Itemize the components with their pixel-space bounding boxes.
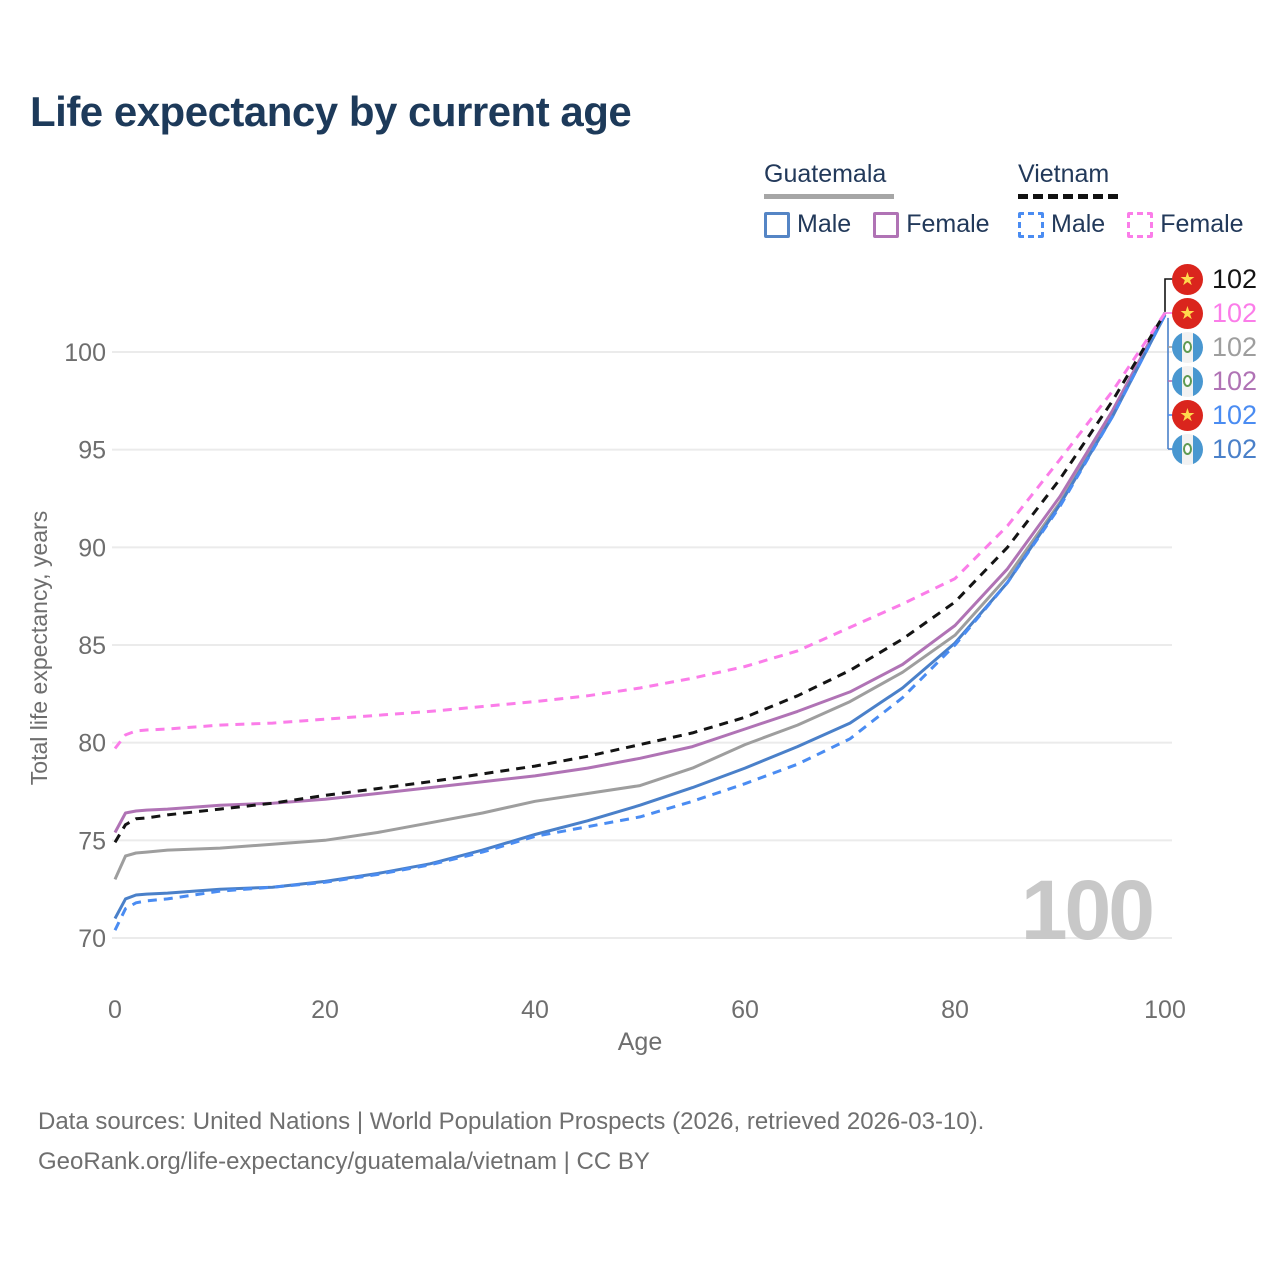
- vietnam-flag-icon: ★: [1172, 399, 1203, 431]
- end-label-row: ★ 102: [1172, 398, 1257, 432]
- guatemala-emblem-icon: [1183, 443, 1192, 455]
- guatemala-flag-icon: ★: [1172, 365, 1203, 397]
- x-axis-title: Age: [618, 1028, 662, 1056]
- data-sources-text: Data sources: United Nations | World Pop…: [38, 1108, 985, 1135]
- end-label-row: ★ 102: [1172, 262, 1257, 296]
- x-tick-label: 40: [521, 996, 549, 1024]
- legend-country-guatemala[interactable]: Guatemala: [764, 160, 887, 188]
- line-vietnam-overall[interactable]: [113, 312, 1167, 844]
- end-label-value: 102: [1212, 263, 1258, 294]
- guatemala-emblem-icon: [1183, 375, 1192, 387]
- y-tick-label: 95: [78, 437, 106, 465]
- y-tick-label: 100: [64, 339, 106, 367]
- vietnam-female-swatch[interactable]: [1127, 211, 1154, 238]
- x-tick-label: 60: [731, 996, 759, 1024]
- guatemala-male-label[interactable]: Male: [797, 210, 852, 238]
- guatemala-flag-icon: ★: [1172, 433, 1203, 465]
- y-tick-label: 85: [78, 632, 106, 660]
- line-guatemala-overall[interactable]: [113, 314, 1167, 881]
- line-guatemala-female[interactable]: [113, 312, 1167, 834]
- age-counter-watermark: 100: [1021, 863, 1152, 957]
- star-icon: ★: [1179, 269, 1196, 289]
- guatemala-flag-icon: ★: [1172, 331, 1203, 363]
- line-vietnam-male[interactable]: [113, 314, 1167, 931]
- leader-line: [1164, 278, 1175, 312]
- y-tick-label: 75: [78, 827, 106, 855]
- vietnam-male-swatch[interactable]: [1018, 211, 1044, 238]
- guatemala-solid-line-swatch: [764, 194, 894, 199]
- guatemala-emblem-icon: [1183, 341, 1192, 353]
- vietnam-dashed-line-swatch: [1018, 194, 1118, 199]
- end-label-value: 102: [1212, 331, 1258, 362]
- x-tick-label: 0: [108, 996, 122, 1024]
- star-icon: ★: [1179, 405, 1196, 425]
- guatemala-male-swatch[interactable]: [764, 211, 790, 238]
- y-tick-label: 70: [78, 925, 106, 953]
- end-label-value: 102: [1212, 297, 1258, 328]
- attribution-url-text: GeoRank.org/life-expectancy/guatemala/vi…: [38, 1148, 650, 1175]
- guatemala-female-label[interactable]: Female: [906, 210, 990, 238]
- legend-country-vietnam[interactable]: Vietnam: [1018, 160, 1110, 188]
- vietnam-male-label[interactable]: Male: [1051, 210, 1106, 238]
- vietnam-flag-icon: ★: [1172, 263, 1203, 295]
- legend-group-vietnam: Vietnam Male Female: [1018, 160, 1244, 239]
- legend-group-guatemala: Guatemala Male Female: [764, 160, 990, 239]
- end-label-row: ★ 102: [1172, 296, 1257, 330]
- x-tick-label: 80: [941, 996, 969, 1024]
- line-vietnam-female[interactable]: [113, 312, 1167, 750]
- guatemala-female-swatch[interactable]: [873, 211, 900, 238]
- line-guatemala-male[interactable]: [113, 314, 1167, 920]
- end-label-row: ★ 102: [1172, 364, 1257, 398]
- x-tick-label: 20: [311, 996, 339, 1024]
- vietnam-flag-icon: ★: [1172, 297, 1203, 329]
- end-label-value: 102: [1212, 399, 1258, 430]
- y-tick-label: 80: [78, 730, 106, 758]
- end-label-value: 102: [1212, 365, 1258, 396]
- vietnam-female-label[interactable]: Female: [1160, 210, 1244, 238]
- page-title: Life expectancy by current age: [30, 88, 632, 135]
- star-icon: ★: [1179, 303, 1196, 323]
- end-label-row: ★ 102: [1172, 432, 1257, 466]
- x-tick-label: 100: [1144, 996, 1186, 1024]
- end-label-value: 102: [1212, 433, 1258, 464]
- y-tick-label: 90: [78, 534, 106, 562]
- end-label-row: ★ 102: [1172, 330, 1257, 364]
- y-axis-title: Total life expectancy, years: [26, 511, 52, 785]
